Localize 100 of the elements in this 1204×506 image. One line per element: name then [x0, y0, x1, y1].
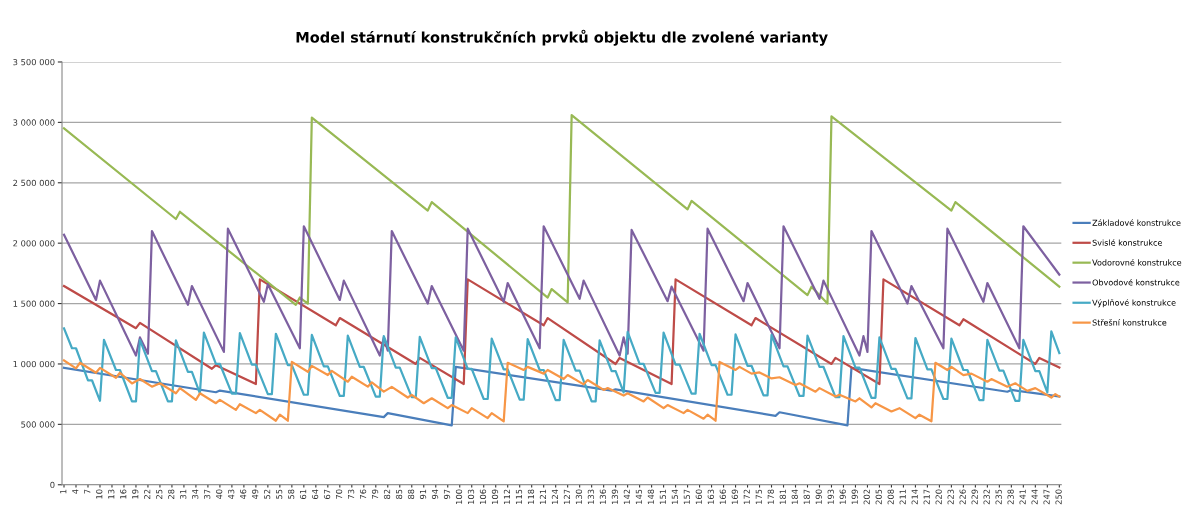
- x-tick-label: 64: [311, 489, 319, 499]
- x-tick-label: 226: [959, 489, 966, 505]
- x-tick-label: 148: [647, 489, 655, 504]
- x-tick-label: 1: [60, 489, 67, 494]
- line-series: [62, 114, 1061, 306]
- x-tick-label: 214: [911, 489, 918, 505]
- x-tick-label: 244: [1031, 489, 1038, 505]
- x-tick-label: 49: [251, 489, 259, 500]
- legend-label: Obvodové konstrukce: [1092, 278, 1180, 286]
- x-tick-label: 217: [923, 489, 930, 505]
- x-tick-label: 238: [1007, 489, 1014, 505]
- y-tick-label: 2 000 000: [13, 240, 55, 247]
- x-tick-label: 241: [1019, 489, 1026, 505]
- x-tick-label: 13: [108, 489, 115, 499]
- line-series: [62, 225, 1061, 357]
- chart-title: Model stárnutí konstrukčních prvků objektu dle zvolené varianty: [296, 29, 828, 46]
- x-tick-label: 130: [575, 489, 583, 504]
- x-tick-label: 22: [144, 489, 151, 499]
- x-tick-label: 247: [1043, 489, 1050, 505]
- x-tick-label: 115: [515, 489, 523, 504]
- x-tick-label: 91: [419, 489, 427, 499]
- x-tick-label: 193: [827, 489, 834, 504]
- x-tick-label: 34: [192, 489, 199, 499]
- x-tick-label: 196: [839, 489, 846, 504]
- x-tick-label: 19: [132, 489, 139, 499]
- legend-label: Výplňové konstrukce: [1092, 299, 1176, 308]
- x-tick-label: 184: [791, 489, 798, 504]
- x-tick-label: 250: [1055, 489, 1062, 505]
- x-tick-label: 7: [84, 489, 91, 494]
- x-tick-label: 136: [599, 489, 607, 504]
- x-tick-label: 70: [335, 489, 343, 499]
- x-tick-label: 28: [168, 489, 175, 499]
- x-tick-label: 121: [539, 489, 546, 504]
- x-tick-label: 100: [455, 489, 463, 504]
- x-tick-label: 145: [635, 489, 643, 504]
- x-tick-label: 211: [899, 489, 906, 505]
- x-tick-label: 61: [299, 489, 307, 499]
- x-tick-label: 172: [743, 489, 750, 504]
- x-tick-label: 10: [96, 489, 103, 499]
- y-tick-label: 3 000 000: [13, 119, 55, 126]
- x-tick-label: 142: [623, 489, 630, 504]
- x-tick-label: 166: [719, 489, 726, 504]
- x-tick-label: 76: [359, 489, 367, 499]
- x-tick-label: 82: [383, 489, 391, 499]
- x-tick-label: 94: [431, 489, 439, 499]
- x-tick-label: 55: [276, 489, 283, 499]
- x-tick-label: 112: [503, 489, 510, 504]
- x-tick-label: 25: [156, 489, 163, 499]
- x-tick-label: 118: [527, 489, 535, 504]
- x-tick-label: 103: [467, 489, 475, 504]
- x-tick-label: 229: [971, 489, 978, 505]
- x-tick-label: 199: [851, 489, 858, 504]
- x-tick-label: 124: [551, 489, 558, 504]
- x-tick-label: 67: [323, 489, 331, 499]
- legend-label: Vodorovné konstrukce: [1092, 259, 1182, 266]
- x-tick-label: 73: [347, 489, 355, 499]
- y-tick-label: 2 500 000: [13, 179, 55, 187]
- x-tick-label: 97: [443, 489, 451, 499]
- legend-label: Střešní konstrukce: [1092, 319, 1167, 326]
- x-tick-label: 205: [875, 489, 882, 505]
- x-tick-label: 202: [863, 489, 870, 505]
- x-tick-label: 16: [120, 489, 127, 499]
- x-tick-label: 85: [395, 489, 403, 499]
- x-tick-label: 157: [683, 489, 690, 504]
- x-tick-label: 106: [479, 489, 487, 504]
- x-tick-label: 52: [263, 489, 271, 499]
- x-tick-label: 175: [755, 489, 762, 504]
- y-tick-label: 3 500 000: [13, 58, 55, 66]
- x-tick-label: 151: [659, 489, 667, 504]
- x-tick-label: 37: [204, 489, 211, 499]
- x-tick-label: 187: [803, 489, 810, 504]
- x-tick-label: 133: [587, 489, 595, 504]
- legend-label: Základové konstrukce: [1092, 219, 1181, 226]
- x-tick-label: 43: [228, 489, 235, 500]
- x-tick-label: 163: [707, 489, 714, 504]
- x-tick-label: 139: [611, 489, 619, 504]
- x-tick-label: 223: [947, 489, 954, 505]
- x-tick-label: 127: [563, 489, 570, 504]
- x-tick-label: 40: [216, 489, 223, 500]
- y-tick-label: 1 500 000: [13, 300, 55, 307]
- legend-label: Svislé konstrukce: [1092, 239, 1162, 246]
- x-tick-label: 181: [779, 489, 786, 504]
- y-tick-label: 1 000 000: [13, 360, 55, 368]
- line-series: [62, 327, 1061, 403]
- x-tick-label: 154: [671, 489, 679, 504]
- x-tick-label: 4: [72, 489, 79, 494]
- x-tick-label: 160: [695, 489, 702, 504]
- x-tick-label: 208: [887, 489, 894, 505]
- x-tick-label: 220: [935, 489, 942, 505]
- line-series: [62, 278, 1061, 386]
- x-tick-label: 58: [287, 489, 295, 499]
- x-tick-label: 190: [815, 489, 822, 504]
- y-tick-label: 500 000: [21, 421, 55, 428]
- x-tick-label: 46: [240, 489, 247, 500]
- x-tick-label: 169: [731, 489, 738, 504]
- x-tick-label: 178: [767, 489, 774, 504]
- x-tick-label: 79: [371, 489, 379, 499]
- y-tick-label: 0: [50, 481, 55, 489]
- x-tick-label: 235: [995, 489, 1002, 505]
- x-tick-label: 109: [491, 489, 499, 504]
